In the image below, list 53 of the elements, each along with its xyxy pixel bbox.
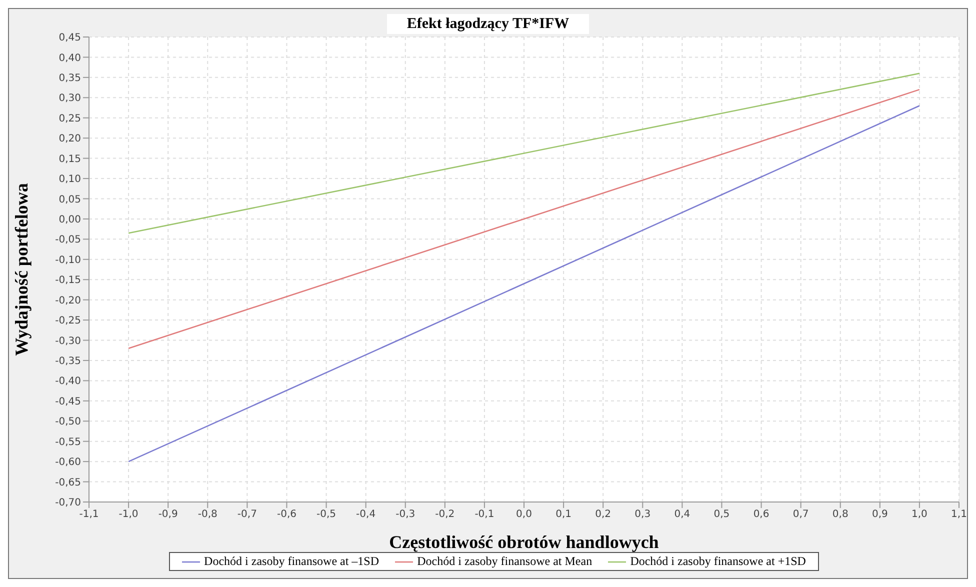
x-tick-label: -0,8: [198, 509, 218, 520]
x-tick-label: -0,9: [158, 509, 178, 520]
x-tick-label: 0,6: [753, 509, 770, 520]
y-tick-label: -0,15: [55, 275, 81, 286]
x-tick-label: 0,2: [595, 509, 612, 520]
legend-label: Dochód i zasoby finansowe at +1SD: [629, 554, 806, 569]
y-tick-label: 0,10: [58, 174, 81, 186]
y-tick-label: -0,40: [55, 376, 81, 388]
y-tick-label: 0,40: [58, 52, 81, 64]
y-axis-title: Wydajność portfelowa: [11, 183, 32, 356]
x-tick-label: 0,7: [792, 509, 809, 520]
y-tick-label: 0,05: [58, 194, 81, 206]
x-tick-label: 0,9: [872, 509, 888, 520]
x-tick-label: 0,4: [674, 509, 690, 520]
legend-label: Dochód i zasoby finansowe at –1SD: [203, 554, 380, 569]
y-tick-label: -0,05: [55, 234, 81, 246]
y-tick-label: 0,35: [58, 72, 81, 84]
x-tick-label: 0,1: [556, 509, 572, 520]
chart-title: Efekt łagodzący TF*IFW: [386, 14, 590, 34]
x-tick-label: 0,8: [832, 509, 848, 520]
x-tick-label: 1,0: [912, 509, 928, 520]
x-tick-label: 1,1: [951, 509, 967, 520]
y-tick-label: -0,45: [55, 396, 81, 408]
x-axis-title: Częstotliwość obrotów handlowych: [389, 532, 659, 552]
y-tick-label: 0,25: [58, 113, 81, 124]
y-tick-label: -0,10: [55, 254, 81, 266]
y-tick-label: -0,25: [55, 316, 81, 327]
y-tick-label: -0,20: [55, 295, 81, 306]
y-tick-label: 0,20: [58, 134, 81, 145]
x-tick-label: -0,6: [276, 509, 296, 520]
y-tick-label: -0,35: [55, 356, 81, 368]
y-tick-label: -0,50: [55, 416, 81, 428]
x-tick-label: -0,7: [237, 509, 257, 520]
y-tick-label: 0,30: [58, 93, 81, 104]
legend-label: Dochód i zasoby finansowe at Mean: [416, 554, 592, 569]
y-tick-label: 0,15: [58, 154, 81, 165]
y-tick-label: -0,30: [55, 336, 81, 347]
y-tick-label: 0,45: [58, 32, 81, 44]
x-tick-label: -0,5: [316, 509, 336, 520]
x-tick-label: 0,0: [516, 509, 532, 520]
y-tick-label: -0,65: [55, 477, 81, 488]
x-tick-label: -0,2: [435, 509, 455, 520]
x-tick-label: -1,0: [118, 509, 138, 520]
y-tick-label: -0,70: [55, 498, 81, 509]
y-tick-label: 0,00: [58, 214, 81, 226]
x-tick-label: -0,4: [356, 509, 376, 520]
y-tick-label: -0,60: [55, 457, 81, 468]
y-tick-label: -0,55: [55, 436, 81, 448]
x-tick-label: 0,3: [634, 509, 651, 520]
x-tick-label: 0,5: [714, 509, 730, 520]
x-tick-label: -0,1: [474, 509, 494, 520]
x-tick-label: -0,3: [396, 509, 416, 520]
x-tick-label: -1,1: [79, 509, 99, 520]
